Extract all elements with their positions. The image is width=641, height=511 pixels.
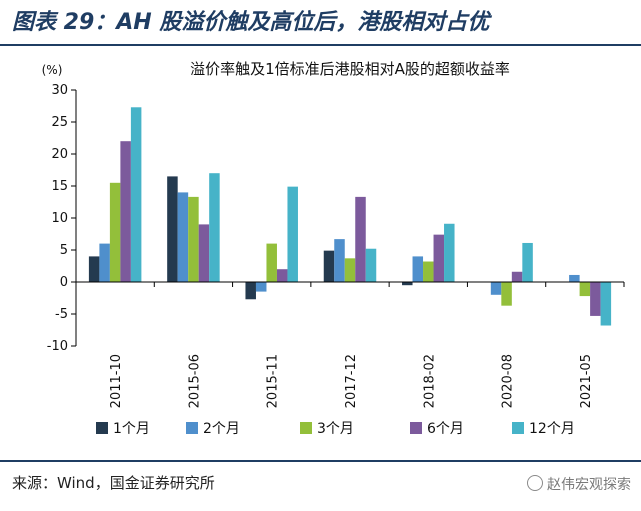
bar-2015-06-series-1 bbox=[167, 176, 178, 282]
bar-2021-05-series-4 bbox=[590, 282, 601, 316]
bars-group bbox=[88, 107, 612, 326]
figure-title: 图表 29：AH 股溢价触及高位后，港股相对占优 bbox=[12, 10, 490, 35]
bar-2011-10-series-2 bbox=[99, 243, 110, 282]
bar-2018-02-series-1 bbox=[402, 282, 413, 286]
legend-swatch bbox=[300, 422, 312, 434]
x-tick-label: 2018-02 bbox=[422, 354, 437, 408]
y-tick-label: -5 bbox=[55, 307, 68, 322]
legend-label: 6个月 bbox=[427, 421, 464, 437]
bar-2021-05-series-5 bbox=[600, 282, 612, 326]
bar-chart: 溢价率触及1倍标准后港股相对A股的超额收益率 (%) 30 25 20 15 10 5 0 -… bbox=[42, 60, 625, 437]
legend-swatch bbox=[186, 422, 198, 434]
y-tick-label: 10 bbox=[51, 211, 68, 226]
legend-label: 1个月 bbox=[113, 421, 150, 437]
y-tick-label: 15 bbox=[51, 179, 68, 194]
y-tick-label: 20 bbox=[51, 147, 68, 162]
bar-2021-05-series-2 bbox=[569, 274, 580, 282]
bar-2015-11-series-5 bbox=[287, 186, 298, 282]
bar-2017-12-series-3 bbox=[344, 258, 356, 282]
bar-2018-02-series-4 bbox=[433, 234, 445, 282]
bar-2015-06-series-2 bbox=[177, 192, 189, 282]
bar-2020-08-series-4 bbox=[511, 271, 523, 282]
bar-2017-12-series-5 bbox=[365, 248, 377, 282]
figure-footer: 来源：Wind，国金证券研究所 赵伟宏观探索 bbox=[0, 460, 641, 511]
y-tick-label: -10 bbox=[47, 339, 68, 354]
x-tick-label: 2020-08 bbox=[501, 354, 516, 408]
watermark: 赵伟宏观探索 bbox=[527, 474, 631, 494]
y-axis-label: (%) bbox=[42, 63, 63, 77]
x-tick-label: 2017-12 bbox=[344, 354, 359, 408]
x-tick-label: 2015-11 bbox=[266, 354, 281, 408]
bar-2011-10-series-1 bbox=[88, 256, 100, 282]
bar-2020-08-series-3 bbox=[501, 282, 512, 306]
wechat-icon bbox=[527, 475, 543, 491]
legend-label: 12个月 bbox=[529, 421, 575, 437]
y-tick-label: 25 bbox=[51, 115, 68, 130]
chart-title: 溢价率触及1倍标准后港股相对A股的超额收益率 bbox=[190, 60, 510, 78]
bar-2018-02-series-3 bbox=[423, 261, 434, 282]
source-note: 来源：Wind，国金证券研究所 bbox=[12, 474, 215, 492]
legend-label: 3个月 bbox=[317, 421, 354, 437]
bar-2020-08-series-2 bbox=[490, 282, 502, 295]
x-tick-label: 2015-06 bbox=[187, 354, 202, 408]
bar-2015-11-series-1 bbox=[245, 282, 256, 300]
bar-2017-12-series-2 bbox=[334, 239, 345, 282]
legend: 1个月 2个月 3个月 6个月 12个月 bbox=[96, 421, 575, 437]
y-axis: 30 25 20 15 10 5 0 -5 -10 bbox=[47, 83, 77, 354]
bar-2017-12-series-1 bbox=[323, 250, 335, 282]
bar-2017-12-series-4 bbox=[355, 196, 366, 282]
bar-2015-06-series-4 bbox=[198, 224, 210, 282]
bar-2015-11-series-3 bbox=[266, 243, 277, 282]
bar-2021-05-series-3 bbox=[579, 282, 591, 297]
watermark-text: 赵伟宏观探索 bbox=[547, 477, 631, 493]
legend-label: 2个月 bbox=[203, 421, 240, 437]
x-tick-label: 2021-05 bbox=[579, 354, 594, 408]
legend-swatch bbox=[512, 422, 524, 434]
bar-2011-10-series-4 bbox=[120, 141, 131, 282]
y-tick-label: 30 bbox=[51, 83, 68, 98]
figure-header: 图表 29：AH 股溢价触及高位后，港股相对占优 bbox=[0, 0, 641, 46]
bar-2011-10-series-3 bbox=[109, 182, 121, 282]
y-tick-label: 0 bbox=[60, 275, 68, 290]
bar-2018-02-series-5 bbox=[444, 223, 455, 282]
bar-2015-11-series-4 bbox=[276, 269, 288, 282]
bar-2015-11-series-2 bbox=[255, 282, 267, 292]
x-tick-label: 2011-10 bbox=[109, 354, 124, 408]
bar-2015-06-series-3 bbox=[188, 196, 199, 282]
bar-2011-10-series-5 bbox=[130, 107, 142, 282]
x-axis: 2011-10 2015-06 2015-11 2017-12 2018-02 2020-… bbox=[75, 281, 625, 408]
y-tick-label: 5 bbox=[60, 243, 68, 258]
legend-swatch bbox=[410, 422, 422, 434]
bar-2018-02-series-2 bbox=[412, 256, 424, 282]
bar-2015-06-series-5 bbox=[209, 173, 220, 282]
legend-swatch bbox=[96, 422, 108, 434]
bar-2020-08-series-5 bbox=[522, 242, 533, 282]
